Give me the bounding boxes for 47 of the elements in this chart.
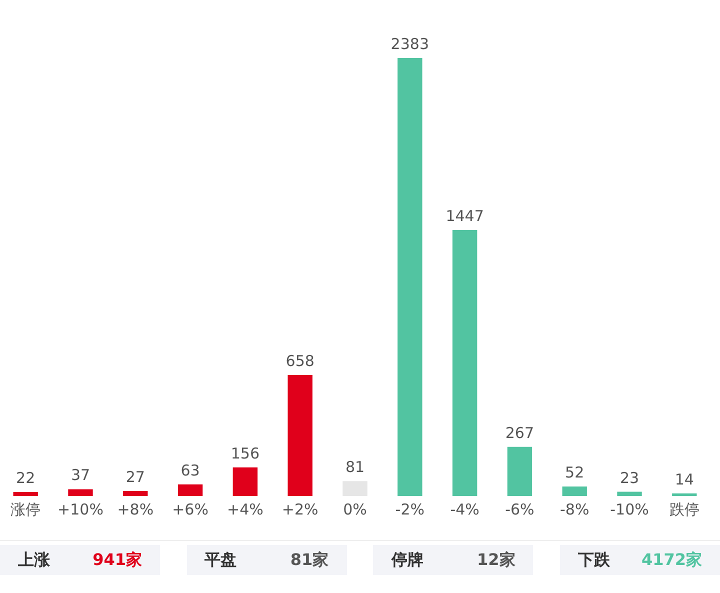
data-label: 27 — [126, 468, 145, 486]
text: 上涨 — [18, 550, 50, 570]
data-label: 63 — [180, 461, 200, 480]
text: 81家 — [290, 550, 329, 570]
x-tick-label: +8% — [117, 500, 154, 518]
bar — [232, 467, 258, 496]
text: 下跌 — [578, 550, 610, 570]
data-label: 14 — [674, 470, 694, 488]
bar — [672, 493, 697, 496]
bar — [452, 230, 478, 496]
x-tick-label: -8% — [560, 500, 590, 518]
bar — [617, 492, 642, 496]
text: 停牌 — [391, 550, 424, 570]
x-tick-label: 涨停 — [10, 500, 41, 518]
x-tick-label: +4% — [227, 500, 264, 518]
x-tick-label: -10% — [610, 500, 649, 518]
data-label: 1447 — [446, 207, 484, 226]
bar — [68, 489, 93, 496]
text: 平盘 — [204, 550, 237, 570]
x-tick-label: -4% — [450, 500, 480, 518]
x-tick-label: -6% — [505, 500, 534, 518]
x-tick-label: -2% — [395, 500, 425, 518]
text: 4172家 — [641, 550, 702, 570]
bar — [13, 492, 38, 496]
data-label: 81 — [345, 458, 365, 476]
x-tick-label: 0% — [343, 500, 367, 518]
bar — [123, 491, 148, 496]
data-label: 52 — [565, 463, 584, 482]
data-label: 267 — [505, 424, 534, 442]
x-tick-label: +2% — [282, 500, 318, 518]
bar — [342, 481, 368, 496]
text: 12家 — [477, 550, 516, 570]
bar — [507, 446, 532, 496]
bar — [178, 484, 203, 496]
data-label: 23 — [620, 468, 640, 487]
data-label: 22 — [16, 468, 36, 487]
data-label: 156 — [230, 444, 260, 462]
x-tick-label: +10% — [58, 500, 104, 518]
text: 941家 — [92, 550, 142, 570]
bar — [562, 486, 587, 496]
bar — [398, 58, 422, 496]
data-label: 37 — [70, 466, 90, 484]
x-tick-label: +6% — [172, 500, 208, 518]
x-tick-label: 跌停 — [669, 500, 700, 518]
data-label: 2383 — [390, 35, 429, 53]
data-label: 658 — [286, 352, 314, 370]
bar — [288, 375, 312, 496]
